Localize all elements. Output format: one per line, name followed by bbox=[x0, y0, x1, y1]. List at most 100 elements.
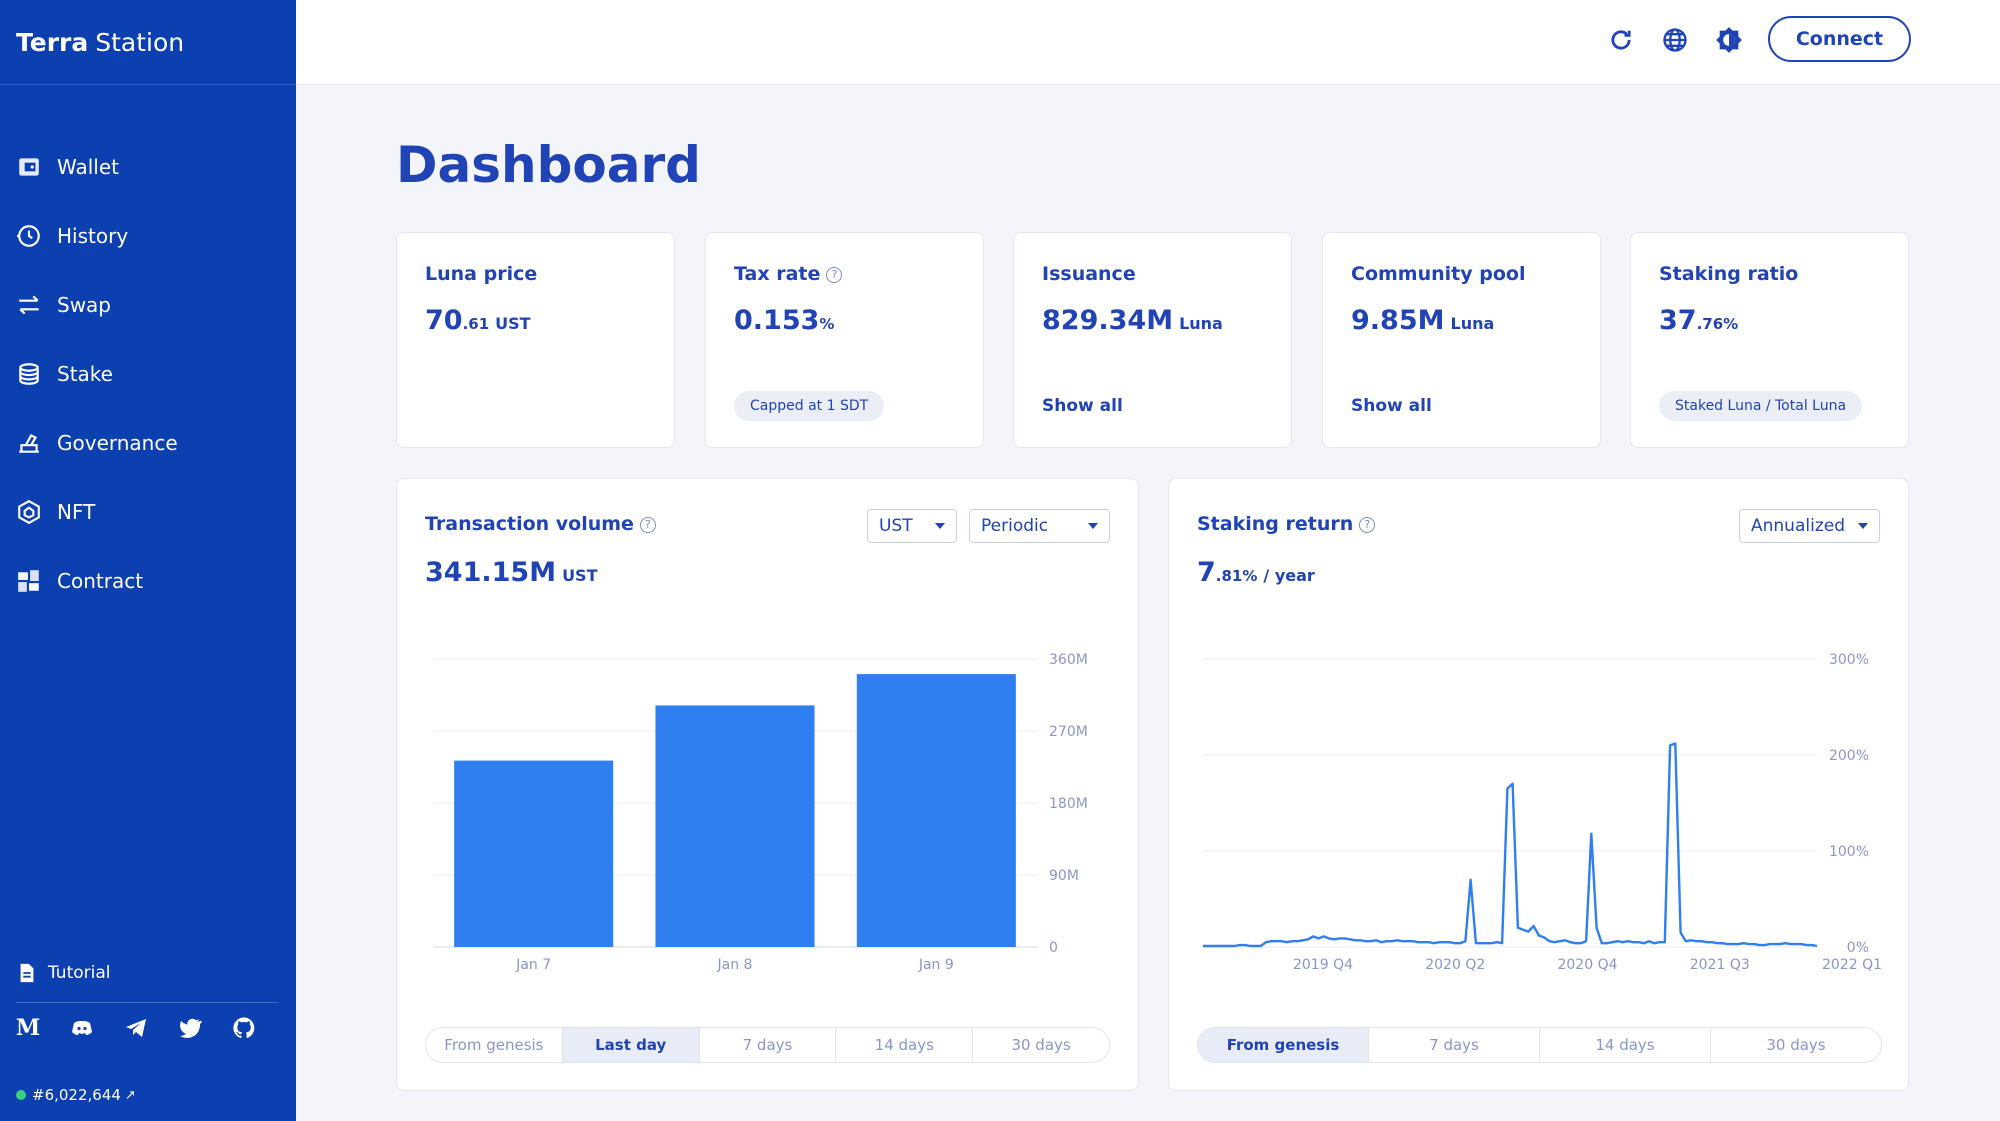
sidebar-nav: Wallet History Swap Stake Governance NFT… bbox=[0, 132, 296, 615]
x-tick-label: Jan 8 bbox=[717, 957, 753, 973]
staking-return-chart: 0% 100% 200% 300% 2019 Q4 2020 Q2 2020 Q4 2021 … bbox=[1203, 652, 1882, 973]
x-tick-label: 2020 Q2 bbox=[1425, 957, 1485, 973]
y-tick-label: 0 bbox=[1049, 940, 1058, 956]
discord-icon[interactable] bbox=[70, 1016, 94, 1040]
external-link-icon: ↗ bbox=[124, 1087, 136, 1103]
tab-30-days[interactable]: 30 days bbox=[1766, 1036, 1826, 1054]
luna-price-value: 70.61 UST bbox=[425, 305, 531, 336]
sidebar-item-label: Contract bbox=[57, 568, 144, 593]
x-tick-label: Jan 7 bbox=[515, 957, 551, 973]
refresh-icon[interactable] bbox=[1607, 26, 1635, 54]
globe-icon[interactable] bbox=[1661, 26, 1689, 54]
y-tick-label: 300% bbox=[1829, 652, 1869, 668]
transaction-volume-range-tabs: From genesis Last day 7 days 14 days 30 … bbox=[425, 1027, 1110, 1063]
brand-bold: Terra bbox=[16, 27, 89, 57]
sidebar-item-label: Swap bbox=[57, 292, 112, 317]
transaction-volume-value: 341.15M UST bbox=[425, 557, 598, 588]
bar bbox=[655, 705, 815, 947]
tab-from-genesis[interactable]: From genesis bbox=[426, 1028, 563, 1062]
tax-cap-badge: Capped at 1 SDT bbox=[734, 391, 885, 421]
theme-icon[interactable] bbox=[1715, 26, 1743, 54]
sidebar-item-nft[interactable]: NFT bbox=[0, 477, 296, 546]
tab-7-days[interactable]: 7 days bbox=[1369, 1028, 1540, 1062]
connect-button[interactable]: Connect bbox=[1768, 16, 1911, 62]
staking-ratio-label: Staking ratio bbox=[1659, 263, 1799, 285]
wallet-icon bbox=[19, 157, 39, 176]
y-tick-label: 200% bbox=[1829, 748, 1869, 764]
top-header bbox=[296, 0, 2000, 85]
github-icon[interactable] bbox=[232, 1016, 256, 1040]
y-tick-label: 360M bbox=[1049, 652, 1088, 668]
staking-return-title: Staking return? bbox=[1197, 513, 1376, 535]
stake-icon bbox=[19, 362, 39, 385]
sidebar-item-governance[interactable]: Governance bbox=[0, 408, 296, 477]
sidebar-item-label: NFT bbox=[57, 499, 96, 524]
chevron-down-icon bbox=[1858, 523, 1868, 529]
medium-icon[interactable]: M bbox=[15, 1015, 41, 1041]
tutorial-label: Tutorial bbox=[48, 963, 111, 983]
luna-price-label: Luna price bbox=[425, 263, 538, 285]
bar bbox=[856, 674, 1016, 947]
tab-from-genesis[interactable]: From genesis bbox=[1198, 1028, 1369, 1062]
x-tick-label: 2020 Q4 bbox=[1557, 957, 1617, 973]
community-pool-card: Community pool 9.85M Luna Show all bbox=[1322, 232, 1601, 448]
staking-return-value: 7.81% / year bbox=[1197, 557, 1315, 588]
issuance-value: 829.34M Luna bbox=[1042, 305, 1223, 336]
sidebar-divider bbox=[16, 1002, 278, 1003]
sidebar-item-label: Governance bbox=[57, 430, 178, 455]
nft-icon bbox=[18, 499, 40, 524]
issuance-show-all-link[interactable]: Show all bbox=[1042, 396, 1123, 416]
help-icon[interactable]: ? bbox=[826, 267, 843, 283]
page-title: Dashboard bbox=[396, 136, 701, 194]
help-icon[interactable]: ? bbox=[639, 517, 656, 533]
volume-mode-select[interactable]: Periodic bbox=[969, 509, 1110, 543]
x-tick-label: Jan 9 bbox=[918, 957, 954, 973]
telegram-icon[interactable] bbox=[124, 1016, 148, 1040]
tab-30-days[interactable]: 30 days bbox=[1011, 1036, 1071, 1054]
staking-return-panel: Staking return? Annualized 7.81% / year 0… bbox=[1168, 478, 1909, 1091]
sidebar-item-swap[interactable]: Swap bbox=[0, 270, 296, 339]
luna-price-card: Luna price 70.61 UST bbox=[396, 232, 675, 448]
tab-14-days[interactable]: 14 days bbox=[1540, 1028, 1711, 1062]
tab-7-days[interactable]: 7 days bbox=[700, 1028, 837, 1062]
sidebar-item-contract[interactable]: Contract bbox=[0, 546, 296, 615]
sidebar-item-history[interactable]: History bbox=[0, 201, 296, 270]
tutorial-link[interactable]: Tutorial bbox=[16, 962, 111, 984]
community-pool-value: 9.85M Luna bbox=[1351, 305, 1495, 336]
series-line bbox=[1203, 742, 1818, 948]
x-tick-label: 2019 Q4 bbox=[1293, 957, 1353, 973]
tab-last-day[interactable]: Last day bbox=[562, 1028, 700, 1062]
sidebar-item-label: History bbox=[57, 223, 129, 248]
issuance-card: Issuance 829.34M Luna Show all bbox=[1013, 232, 1292, 448]
brand-logo[interactable]: Terra Station bbox=[0, 0, 296, 85]
y-tick-label: 180M bbox=[1049, 796, 1088, 812]
tax-rate-label: Tax rate? bbox=[734, 263, 843, 285]
currency-select[interactable]: UST bbox=[867, 509, 957, 543]
y-tick-label: 270M bbox=[1049, 724, 1088, 740]
staking-ratio-card: Staking ratio 37.76% Staked Luna / Total… bbox=[1630, 232, 1909, 448]
bar bbox=[454, 760, 614, 947]
document-icon bbox=[20, 963, 34, 983]
transaction-volume-panel: Transaction volume? UST Periodic 341.15M… bbox=[396, 478, 1139, 1091]
twitter-icon[interactable] bbox=[178, 1016, 202, 1040]
sidebar-item-wallet[interactable]: Wallet bbox=[0, 132, 296, 201]
transaction-volume-chart: 0 90M 180M 270M 360M Jan 7 Jan 8 Jan 9 bbox=[433, 652, 1088, 973]
chevron-down-icon bbox=[935, 523, 945, 529]
chevron-down-icon bbox=[1088, 523, 1098, 529]
transaction-volume-title: Transaction volume? bbox=[425, 513, 656, 535]
help-icon[interactable]: ? bbox=[1359, 517, 1376, 533]
sidebar-item-label: Stake bbox=[57, 361, 113, 386]
staking-return-range-tabs: From genesis 7 days 14 days 30 days bbox=[1197, 1027, 1882, 1063]
y-tick-label: 90M bbox=[1049, 868, 1079, 884]
community-pool-show-all-link[interactable]: Show all bbox=[1351, 396, 1432, 416]
return-mode-select[interactable]: Annualized bbox=[1739, 509, 1880, 543]
tax-rate-value: 0.153% bbox=[734, 305, 835, 336]
sidebar-item-label: Wallet bbox=[57, 154, 120, 179]
staking-ratio-badge: Staked Luna / Total Luna bbox=[1659, 391, 1863, 421]
staking-ratio-value: 37.76% bbox=[1659, 305, 1739, 336]
sidebar-item-stake[interactable]: Stake bbox=[0, 339, 296, 408]
history-icon bbox=[17, 224, 40, 247]
block-height-link[interactable]: #6,022,644 ↗ bbox=[16, 1086, 136, 1104]
tab-14-days[interactable]: 14 days bbox=[836, 1028, 974, 1062]
community-pool-label: Community pool bbox=[1351, 263, 1526, 285]
